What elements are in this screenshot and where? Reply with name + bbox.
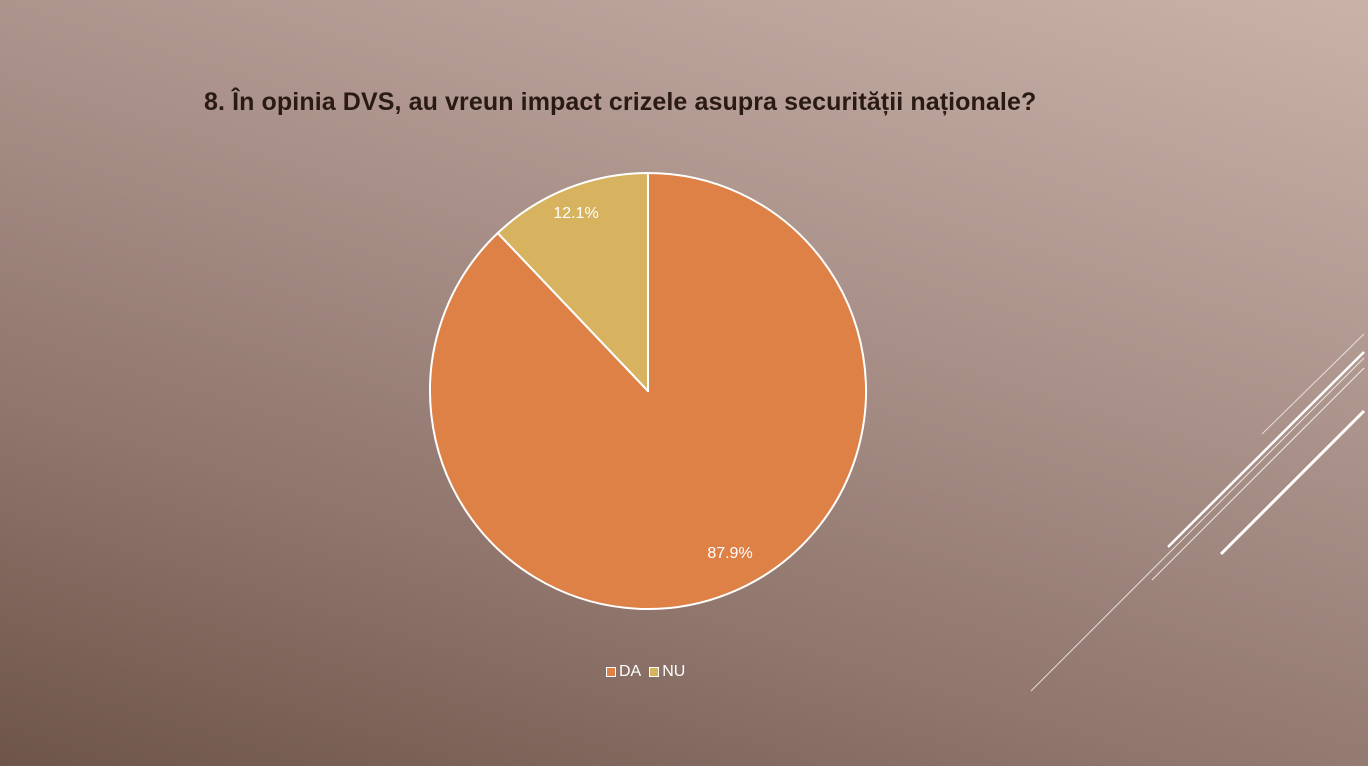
pie-slices: [429, 172, 867, 610]
legend-label-da: DA: [619, 663, 642, 680]
data-label-da: 87.9%: [707, 545, 752, 562]
deco-line-1: [1261, 333, 1365, 435]
deco-line-5: [1030, 357, 1365, 692]
slide-title: 8. În opinia DVS, au vreun impact crizel…: [204, 88, 1037, 116]
deco-line-4: [1219, 409, 1366, 556]
legend-label-nu: NU: [662, 663, 686, 680]
data-label-nu: 12.1%: [553, 205, 598, 222]
chart-legend: DA NU: [606, 663, 685, 681]
pie-slice-nu: [496, 172, 649, 392]
legend-item-nu: NU: [649, 663, 685, 681]
legend-item-da: DA: [606, 663, 641, 681]
legend-swatch-da: [606, 667, 616, 677]
legend-swatch-nu: [649, 667, 660, 677]
pie-data-labels: 87.9% 12.1%: [553, 205, 752, 562]
deco-line-3: [1151, 367, 1365, 581]
deco-line-2: [1167, 351, 1365, 548]
